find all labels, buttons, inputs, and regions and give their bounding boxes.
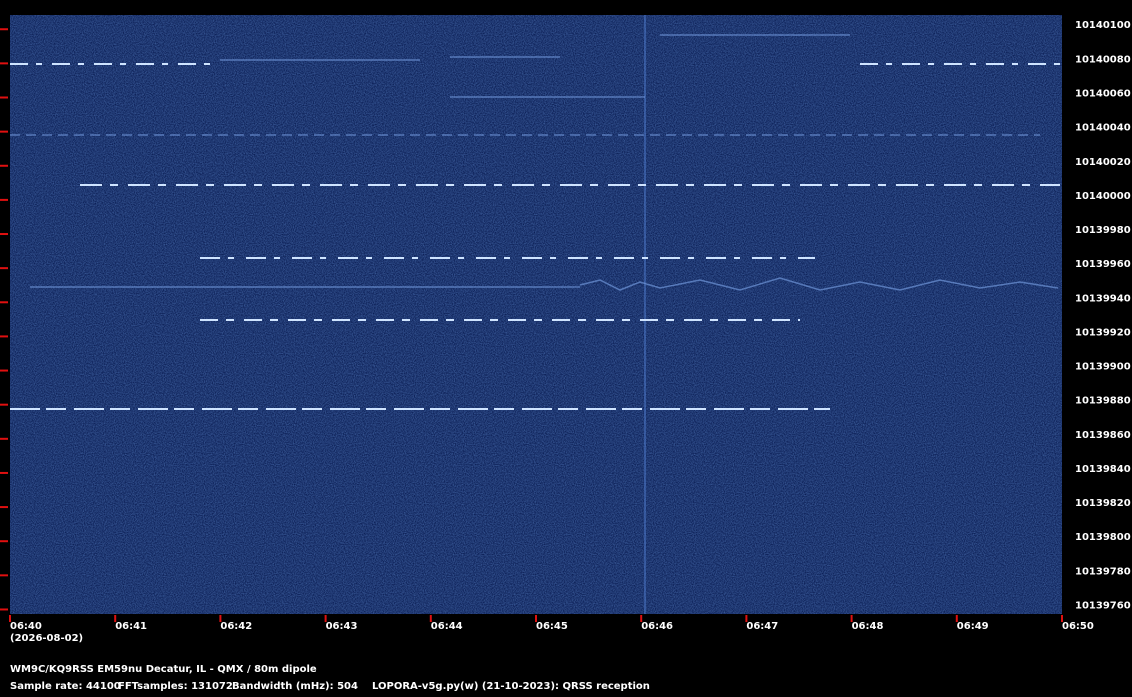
y-tick-label: 10139820 [1075,498,1131,509]
y-tick-label: 10139800 [1075,532,1131,543]
x-tick-label: 06:47 [746,621,778,632]
date-label: (2026-08-02) [10,633,83,644]
x-tick-label: 06:40 [10,621,42,632]
y-tick-label: 10139980 [1075,225,1131,236]
y-tick-label: 10139940 [1075,293,1131,304]
info-label: Sample rate: 44100 [10,681,121,692]
signals [10,15,1060,614]
y-tick-label: 10140100 [1075,20,1131,31]
y-tick-label: 10139900 [1075,362,1131,373]
x-tick-label: 06:43 [326,621,358,632]
info-label: LOPORA-v5g.py(w) (21-10-2023): QRSS rece… [372,681,650,692]
x-tick-label: 06:41 [115,621,147,632]
station-label: WM9C/KQ9RSS EM59nu Decatur, IL - QMX / 8… [10,664,317,675]
y-tick-label: 10139780 [1075,566,1131,577]
x-tick-label: 06:46 [641,621,673,632]
y-tick-label: 10140040 [1075,123,1131,134]
y-tick-label: 10139860 [1075,430,1131,441]
y-tick-label: 10139880 [1075,396,1131,407]
y-tick-label: 10140060 [1075,89,1131,100]
y-tick-label: 10140080 [1075,54,1131,65]
y-tick-label: 10140020 [1075,157,1131,168]
x-tick-label: 06:44 [431,621,463,632]
x-tick-label: 06:50 [1062,621,1094,632]
noise [10,15,1062,614]
x-tick-label: 06:49 [957,621,989,632]
y-tick-label: 10139960 [1075,259,1131,270]
y-tick-label: 10139840 [1075,464,1131,475]
info-label: Bandwidth (mHz): 504 [232,681,358,692]
y-tick-label: 10139760 [1075,600,1131,611]
x-tick-label: 06:48 [852,621,884,632]
y-tick-label: 10139920 [1075,327,1131,338]
x-tick-label: 06:45 [536,621,568,632]
x-tick-label: 06:42 [220,621,252,632]
info-label: FFTsamples: 131072 [118,681,233,692]
y-tick-label: 10140000 [1075,191,1131,202]
